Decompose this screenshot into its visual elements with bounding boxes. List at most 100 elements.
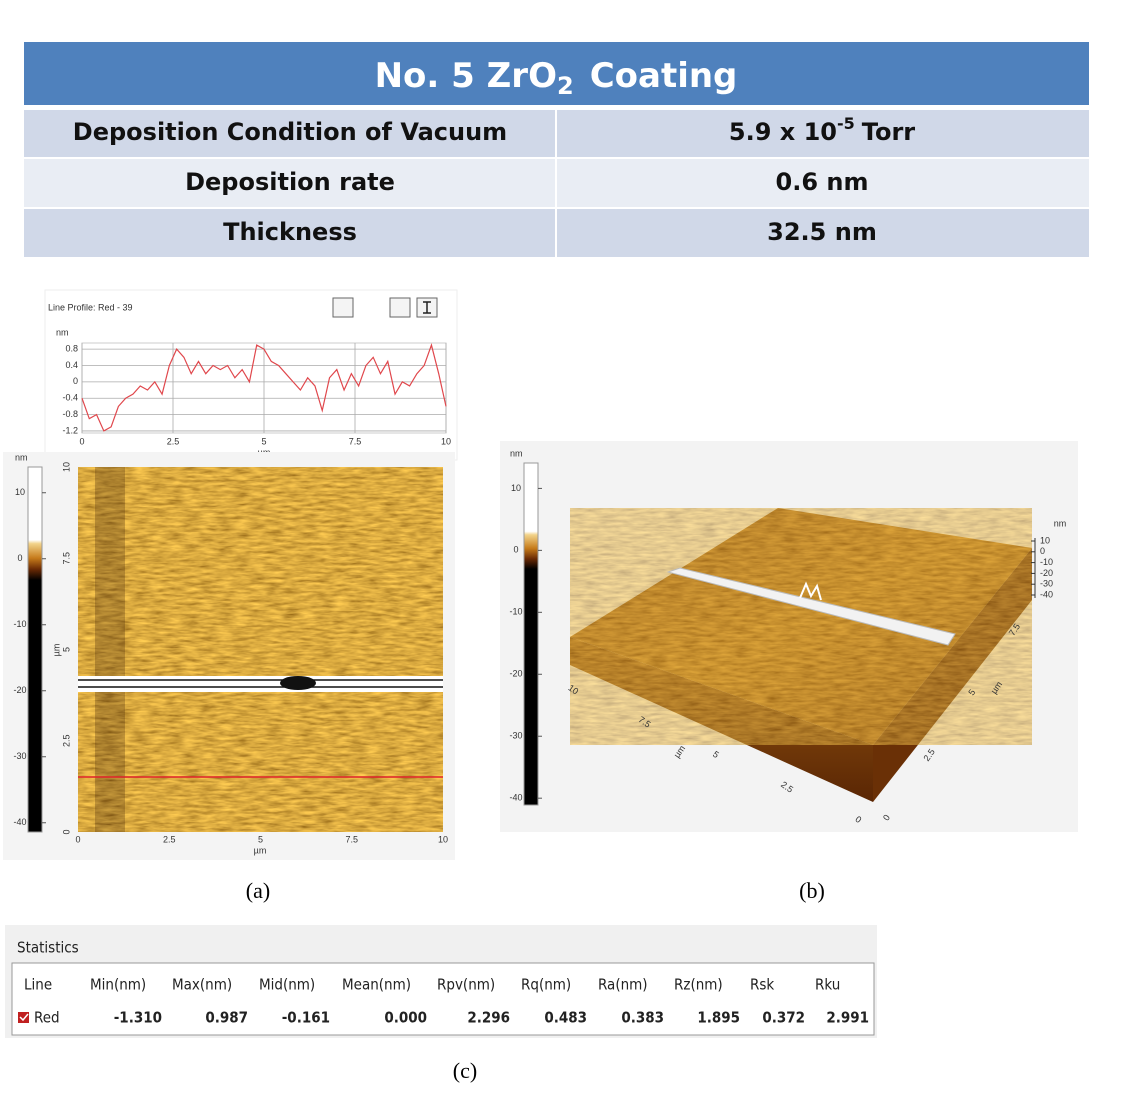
title-sub: 2 [557, 72, 574, 100]
check-glyph [19, 1013, 29, 1022]
colorbar-tick-label: 10 [15, 487, 25, 497]
z-tick-label: -40 [1040, 589, 1053, 599]
colorbar-tick-label: -10 [13, 619, 26, 629]
stats-cells: Line Min(nm) Max(nm) Mid(nm) Mean(nm) Rpv(nm)… [24, 976, 869, 1027]
z-unit: nm [1054, 518, 1067, 528]
y-tick-label: 0.8 [65, 344, 78, 354]
y-tick-label: 10 [61, 462, 71, 472]
row-value: 5.9 x 10-5 Torr [729, 114, 915, 147]
afm-image [78, 467, 443, 832]
profile-plot: 0.80.40-0.4-0.8-1.20 2.5 5 7.5 10 [62, 342, 451, 446]
x-tick-label: 0 [79, 436, 84, 446]
x-unit: µm [254, 845, 267, 855]
x-tick-label: 2.5 [163, 834, 176, 844]
z-tick-label: -10 [1040, 557, 1053, 567]
value-text: 5.9 x 10 [729, 118, 837, 146]
slab-front [570, 637, 873, 802]
cell: 2.296 [467, 1009, 510, 1027]
y-tick-label: 7.5 [61, 552, 71, 565]
column-header: Rku [815, 976, 840, 994]
colorbar-tick-label: 10 [511, 483, 521, 493]
column-header: Ra(nm) [598, 976, 648, 994]
row-value: 0.6 nm [776, 168, 869, 196]
row-value: 32.5 nm [767, 218, 877, 246]
colorbar-unit: nm [510, 448, 523, 458]
afm-shade [95, 467, 125, 832]
cell: 0.987 [205, 1009, 248, 1027]
scan-artifact [280, 676, 316, 690]
column-header: Rz(nm) [674, 976, 723, 994]
cell: 0.383 [621, 1009, 664, 1027]
ridge-peak [799, 581, 822, 601]
cell: 1.895 [697, 1009, 740, 1027]
scan-artifact [78, 676, 443, 692]
ridge [666, 567, 956, 646]
caption: (b) [799, 878, 825, 903]
column-header: Min(nm) [90, 976, 146, 994]
caption: (c) [453, 1058, 477, 1083]
cell: 2.991 [826, 1009, 869, 1027]
cell: -0.161 [282, 1009, 330, 1027]
profile-y-unit: nm [56, 327, 69, 337]
column-header: Mid(nm) [259, 976, 315, 994]
y-tick-label: 5 [61, 647, 71, 652]
colorbar-unit: nm [15, 452, 28, 462]
y-tick-label: 0 [61, 829, 71, 834]
colorbar-tick-label: -40 [13, 817, 26, 827]
y-tick-label: 0.4 [65, 360, 78, 370]
header-rows: Deposition Condition of Vacuum 5.9 x 10-5… [73, 114, 915, 247]
caption: (a) [246, 878, 270, 903]
profile-line [81, 342, 447, 432]
colorbar-tick-label: -10 [509, 607, 522, 617]
slab-texture [570, 508, 1032, 745]
cell: Red [34, 1009, 60, 1027]
icon-button[interactable] [332, 297, 354, 318]
slab-side [873, 548, 1032, 802]
x-tick-label: 10 [566, 683, 580, 697]
x-tick-label: 7.5 [349, 436, 362, 446]
column-header: Rsk [750, 976, 774, 994]
column-header: Rq(nm) [521, 976, 571, 994]
colorbar-tick-label: 0 [17, 553, 22, 563]
colorbar-tick-label: 0 [513, 545, 518, 555]
z-tick-label: -20 [1040, 568, 1053, 578]
profile-title: Line Profile: Red - 39 [48, 302, 133, 312]
x-tick-label: 7.5 [345, 834, 358, 844]
row-label: Thickness [223, 218, 357, 246]
colorbar [27, 466, 43, 833]
z-tick-label: -30 [1040, 579, 1053, 589]
x-tick-label: 10 [441, 436, 451, 446]
header-title: No. 5 ZrO2 Coating [375, 56, 738, 101]
x-tick-label: 5 [711, 749, 721, 760]
y-tick-label: 5 [966, 687, 977, 697]
x-tick-label: 0 [853, 814, 863, 825]
y-tick-label: 2.5 [61, 734, 71, 747]
stats-table [11, 962, 875, 1036]
x-tick-label: 0 [75, 834, 80, 844]
title-text: No. 5 ZrO [375, 56, 557, 96]
y-tick-label: -1.2 [62, 425, 78, 435]
y-tick-label: 0 [73, 376, 78, 386]
x-tick-label: 10 [438, 834, 448, 844]
cell: 0.000 [384, 1009, 427, 1027]
y-unit: µm [51, 644, 61, 657]
icon-button[interactable] [389, 297, 411, 318]
column-header: Max(nm) [172, 976, 232, 994]
stats-title: Statistics [17, 939, 79, 957]
value-tail: Torr [862, 118, 916, 146]
row-label: Deposition rate [185, 168, 395, 196]
checkbox[interactable] [18, 1012, 29, 1023]
icon-glyph [423, 301, 431, 314]
column-header: Rpv(nm) [437, 976, 495, 994]
y-tick-label: 0 [881, 813, 892, 823]
colorbar [523, 462, 539, 806]
colorbar-tick-label: -40 [509, 793, 522, 803]
x-tick-label: 2.5 [167, 436, 180, 446]
header-band [24, 42, 1089, 105]
cell: 0.483 [544, 1009, 587, 1027]
x-tick-label: 5 [258, 834, 263, 844]
row-label: Deposition Condition of Vacuum [73, 118, 507, 146]
z-tick-label: 10 [1040, 535, 1050, 545]
y-tick-label: -0.4 [62, 393, 78, 403]
